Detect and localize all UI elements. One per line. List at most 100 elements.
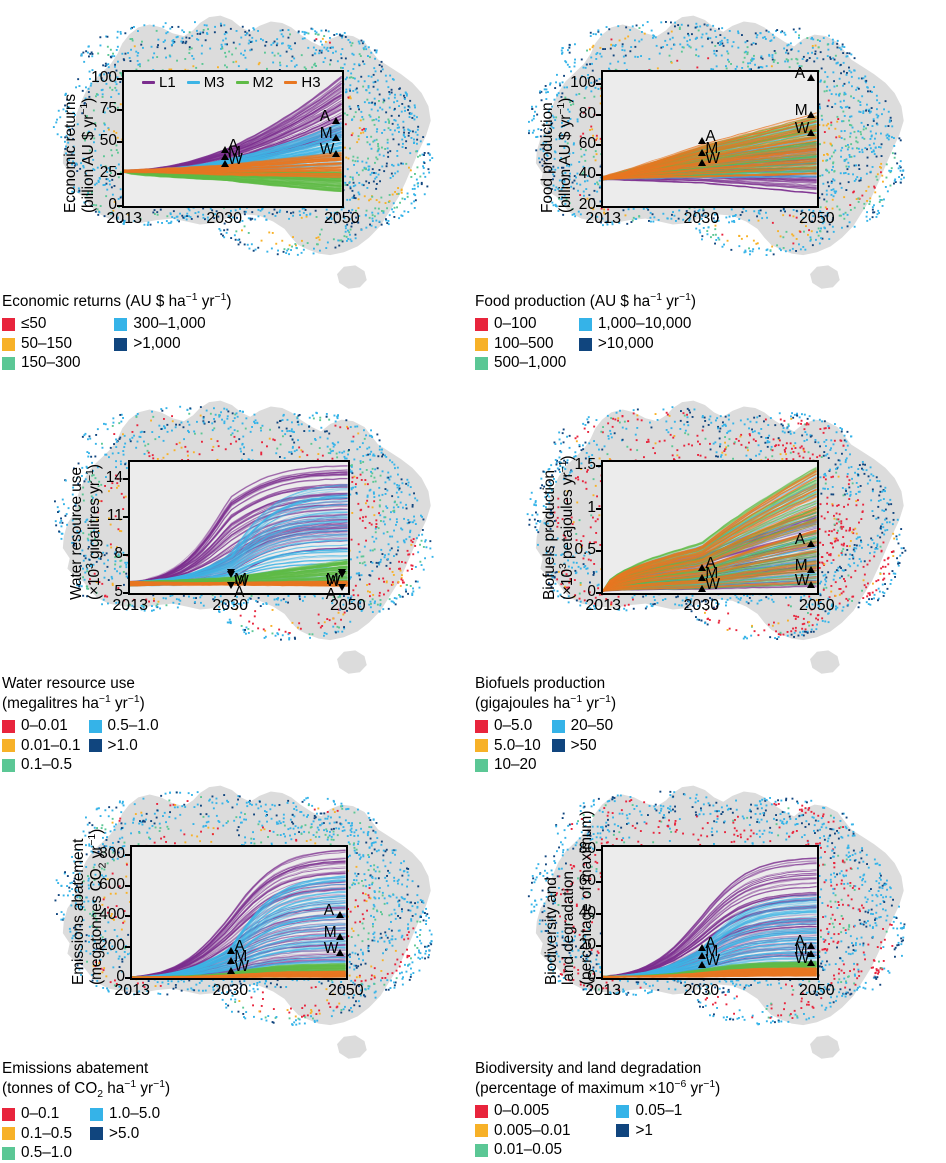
y-axis-title: Biofuels production (×103 petajoules yr−1… (541, 456, 577, 601)
legend-item: 500–1,000 (475, 354, 571, 373)
legend-column-left: 0–5.0 5.0–10 10–20 (475, 717, 544, 775)
y-axis-title-line1: Food production (539, 102, 556, 213)
legend-item: 0.1–0.5 (2, 756, 81, 775)
legend-item-label: 1.0–5.0 (109, 1104, 161, 1122)
y-tick-label: 5 (114, 582, 123, 600)
y-axis-title-line1: Emissions abatement (70, 838, 87, 985)
legend-item-label: 0–0.01 (21, 717, 68, 734)
scenario-marker-triangle-M (227, 568, 236, 576)
scenario-marker-label-M: M (794, 101, 808, 119)
legend-column-left: 0–0.005 0.005–0.01 0.01–0.05 (475, 1102, 608, 1160)
legend-item-label: 0–0.1 (21, 1104, 60, 1122)
x-tick-label: 2050 (799, 597, 835, 614)
y-axis-title: Economic returns (billion AU $ yr−1) (62, 94, 98, 213)
scenario-marker-label-A: A (228, 136, 239, 154)
legend-color-swatch (90, 1127, 104, 1141)
series-label: L1 (159, 74, 176, 91)
y-tick-label: 0 (587, 967, 596, 985)
inset-chart-economic-returns (122, 70, 344, 208)
scenario-marker-label-A: A (705, 127, 716, 145)
legend-color-swatch (2, 1107, 15, 1121)
legend-column-right: 0.05–1 >1 (616, 1102, 720, 1160)
scenario-marker-label-W: W (323, 940, 339, 958)
legend-item: 0.5–1.0 (88, 717, 159, 736)
legend-item-label: >1.0 (107, 736, 138, 754)
y-tick-label: 14 (105, 468, 123, 486)
series-label: M3 (203, 74, 225, 91)
y-tick-label: 100 (91, 68, 117, 86)
scenario-marker-label-M: M (228, 144, 242, 162)
scenario-marker-triangle-M (331, 134, 340, 142)
scenario-marker-triangle-M (698, 148, 707, 156)
scenario-marker-triangle-A (221, 145, 230, 153)
map-legend-title: Economic returns (AU $ ha−1 yr−1) (2, 292, 232, 311)
y-axis-title-line1: Water resource use (68, 467, 85, 600)
tasmania-shape (810, 265, 840, 289)
scenario-marker-triangle-W (698, 961, 707, 969)
x-tick-label: 2013 (585, 597, 621, 614)
scenario-marker-triangle-A (227, 582, 236, 590)
y-tick-mark (596, 144, 601, 147)
scenario-marker-triangle-M (227, 956, 236, 964)
y-tick-mark (596, 913, 601, 916)
panel-biofuels-production: 0 0.5 1 1.5 2013 2030 2050 Biofuels production(… (473, 385, 946, 773)
panel-biodiversity-land-degradation: 0 20 40 60 80 2013 2030 2050 Biodiversity and lan… (473, 770, 946, 1158)
series-legend-item-M2: M2 (235, 74, 273, 91)
legend-item: >10,000 (578, 335, 696, 354)
scenario-marker-label-M: M (234, 570, 248, 588)
series-swatch-H3 (284, 80, 298, 85)
tasmania-shape (337, 1035, 367, 1059)
legend-item-label: 50–150 (21, 334, 73, 352)
legend-column-left: 0–0.1 0.1–0.5 0.5–1.0 (2, 1105, 82, 1163)
x-tick-label: 2050 (799, 210, 835, 227)
legend-item-label: ≤50 (21, 315, 47, 333)
y-tick-label: 0 (116, 967, 125, 985)
y-tick-label: 800 (99, 844, 125, 862)
legend-color-swatch (551, 739, 565, 753)
scenario-marker-label-A: A (319, 107, 331, 125)
legend-item: 1.0–5.0 (90, 1105, 170, 1124)
y-tick-mark (596, 549, 601, 552)
legend-item: 0–0.01 (2, 717, 81, 736)
legend-item: 0.05–1 (616, 1102, 720, 1121)
map-legend-title: Water resource use (megalitres ha−1 yr−1) (2, 675, 145, 713)
scenario-marker-label-W: W (234, 573, 249, 591)
scenario-marker-triangle-A (335, 910, 344, 918)
legend-item-label: 300–1,000 (133, 315, 206, 333)
scenario-marker-triangle-A (698, 563, 707, 571)
y-tick-mark (117, 109, 122, 112)
legend-column-left: 0–0.01 0.01–0.1 0.1–0.5 (2, 717, 81, 775)
trajectory-plot (132, 849, 346, 978)
scenario-marker-label-W: W (705, 952, 720, 970)
scenario-marker-triangle-A (331, 116, 340, 124)
scenario-marker-label-M: M (794, 557, 808, 575)
legend-item: 1,000–10,000 (578, 315, 696, 334)
legend-color-swatch (2, 1127, 15, 1141)
legend-color-swatch (475, 357, 488, 371)
legend-column-right: 300–1,000 >1,000 (114, 315, 231, 373)
tasmania-shape (810, 650, 840, 674)
legend-item-label: >1 (635, 1121, 653, 1139)
legend-item: >5.0 (90, 1125, 170, 1144)
legend-item: 0.01–0.1 (2, 737, 81, 756)
map-legend-items: 0–100 100–500 500–1,000 1,000–10,000 >10,000 (475, 315, 696, 373)
scenario-marker-triangle-W (335, 949, 344, 957)
map-legend-title: Biofuels production (gigajoules ha−1 yr−1… (475, 675, 617, 713)
inset-chart-water-resource-use (128, 460, 350, 595)
legend-color-swatch (578, 317, 592, 331)
legend-item-label: 5.0–10 (494, 736, 541, 754)
map-legend-water-resource-use: Water resource use (megalitres ha−1 yr−1)… (2, 675, 159, 775)
legend-item-label: 0.005–0.01 (494, 1121, 571, 1139)
legend-color-swatch (616, 1124, 630, 1138)
y-axis-title-line2: (billion AU $ yr−1) (555, 97, 575, 213)
scenario-marker-triangle-M (806, 566, 815, 574)
y-tick-label: 0 (587, 582, 596, 600)
scenario-marker-label-M: M (234, 947, 248, 965)
y-axis-title-line2: (megatonnes CO2 yr−1) (86, 828, 109, 985)
y-axis-title-line3: (percentage of maximum) (577, 810, 595, 985)
y-tick-mark (125, 884, 130, 887)
legend-column-right: 1.0–5.0 >5.0 (90, 1105, 170, 1163)
legend-item: 0.1–0.5 (2, 1125, 82, 1144)
scenario-marker-triangle-A (806, 74, 815, 82)
legend-item-label: 0.5–1.0 (107, 717, 159, 734)
